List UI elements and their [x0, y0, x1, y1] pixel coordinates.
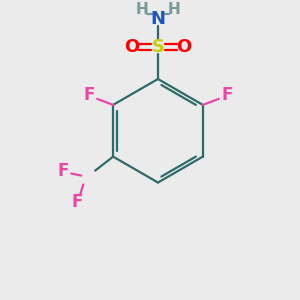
Text: F: F — [84, 86, 95, 104]
Text: N: N — [151, 10, 166, 28]
Text: H: H — [136, 2, 148, 17]
Text: H: H — [167, 2, 180, 17]
Text: F: F — [58, 162, 69, 180]
Text: F: F — [221, 86, 232, 104]
Text: O: O — [176, 38, 191, 56]
Text: F: F — [72, 194, 83, 211]
Text: S: S — [152, 38, 164, 56]
Text: O: O — [124, 38, 140, 56]
